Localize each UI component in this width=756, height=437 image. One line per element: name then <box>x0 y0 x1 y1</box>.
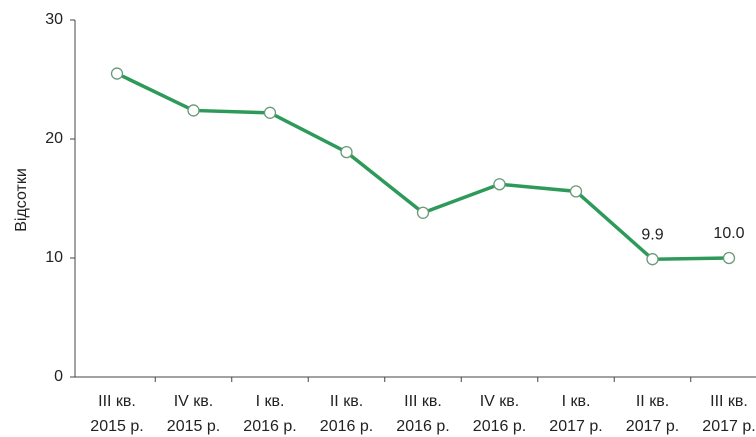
x-tick-label: 2017 р. <box>549 418 602 435</box>
x-tick-label: II кв. <box>636 393 669 410</box>
x-tick-label: III кв. <box>98 393 136 410</box>
value-label: 10.0 <box>713 225 744 242</box>
y-tick-label: 30 <box>45 11 63 28</box>
x-tick-label: II кв. <box>330 393 363 410</box>
marker <box>493 178 506 191</box>
x-tick-label: I кв. <box>256 393 285 410</box>
x-tick-label: 2016 р. <box>396 418 449 435</box>
x-tick-label: III кв. <box>710 393 748 410</box>
x-tick-label: 2017 р. <box>626 418 679 435</box>
x-tick-label: 2015 р. <box>167 418 220 435</box>
x-tick-label: IV кв. <box>174 393 214 410</box>
value-label: 9.9 <box>641 226 663 243</box>
marker <box>416 206 430 219</box>
marker <box>110 67 124 80</box>
y-tick-label: 0 <box>54 368 63 385</box>
marker <box>646 253 659 266</box>
y-tick-label: 10 <box>45 249 63 266</box>
marker <box>340 145 353 159</box>
x-tick-label: I кв. <box>562 393 591 410</box>
x-tick-label: IV кв. <box>480 393 520 410</box>
x-tick-label: III кв. <box>404 393 442 410</box>
x-tick-label: 2015 р. <box>90 418 143 435</box>
y-axis-label: Відсотки <box>13 168 30 232</box>
line <box>116 71 730 261</box>
marker <box>569 185 583 198</box>
marker <box>187 104 200 117</box>
marker <box>722 251 736 265</box>
x-tick-label: 2016 р. <box>320 418 373 435</box>
y-tick-label: 20 <box>45 130 63 147</box>
x-tick-label: 2017 р. <box>702 418 755 435</box>
x-tick-label: 2016 р. <box>473 418 526 435</box>
marker <box>263 106 277 119</box>
x-tick-label: 2016 р. <box>243 418 296 435</box>
